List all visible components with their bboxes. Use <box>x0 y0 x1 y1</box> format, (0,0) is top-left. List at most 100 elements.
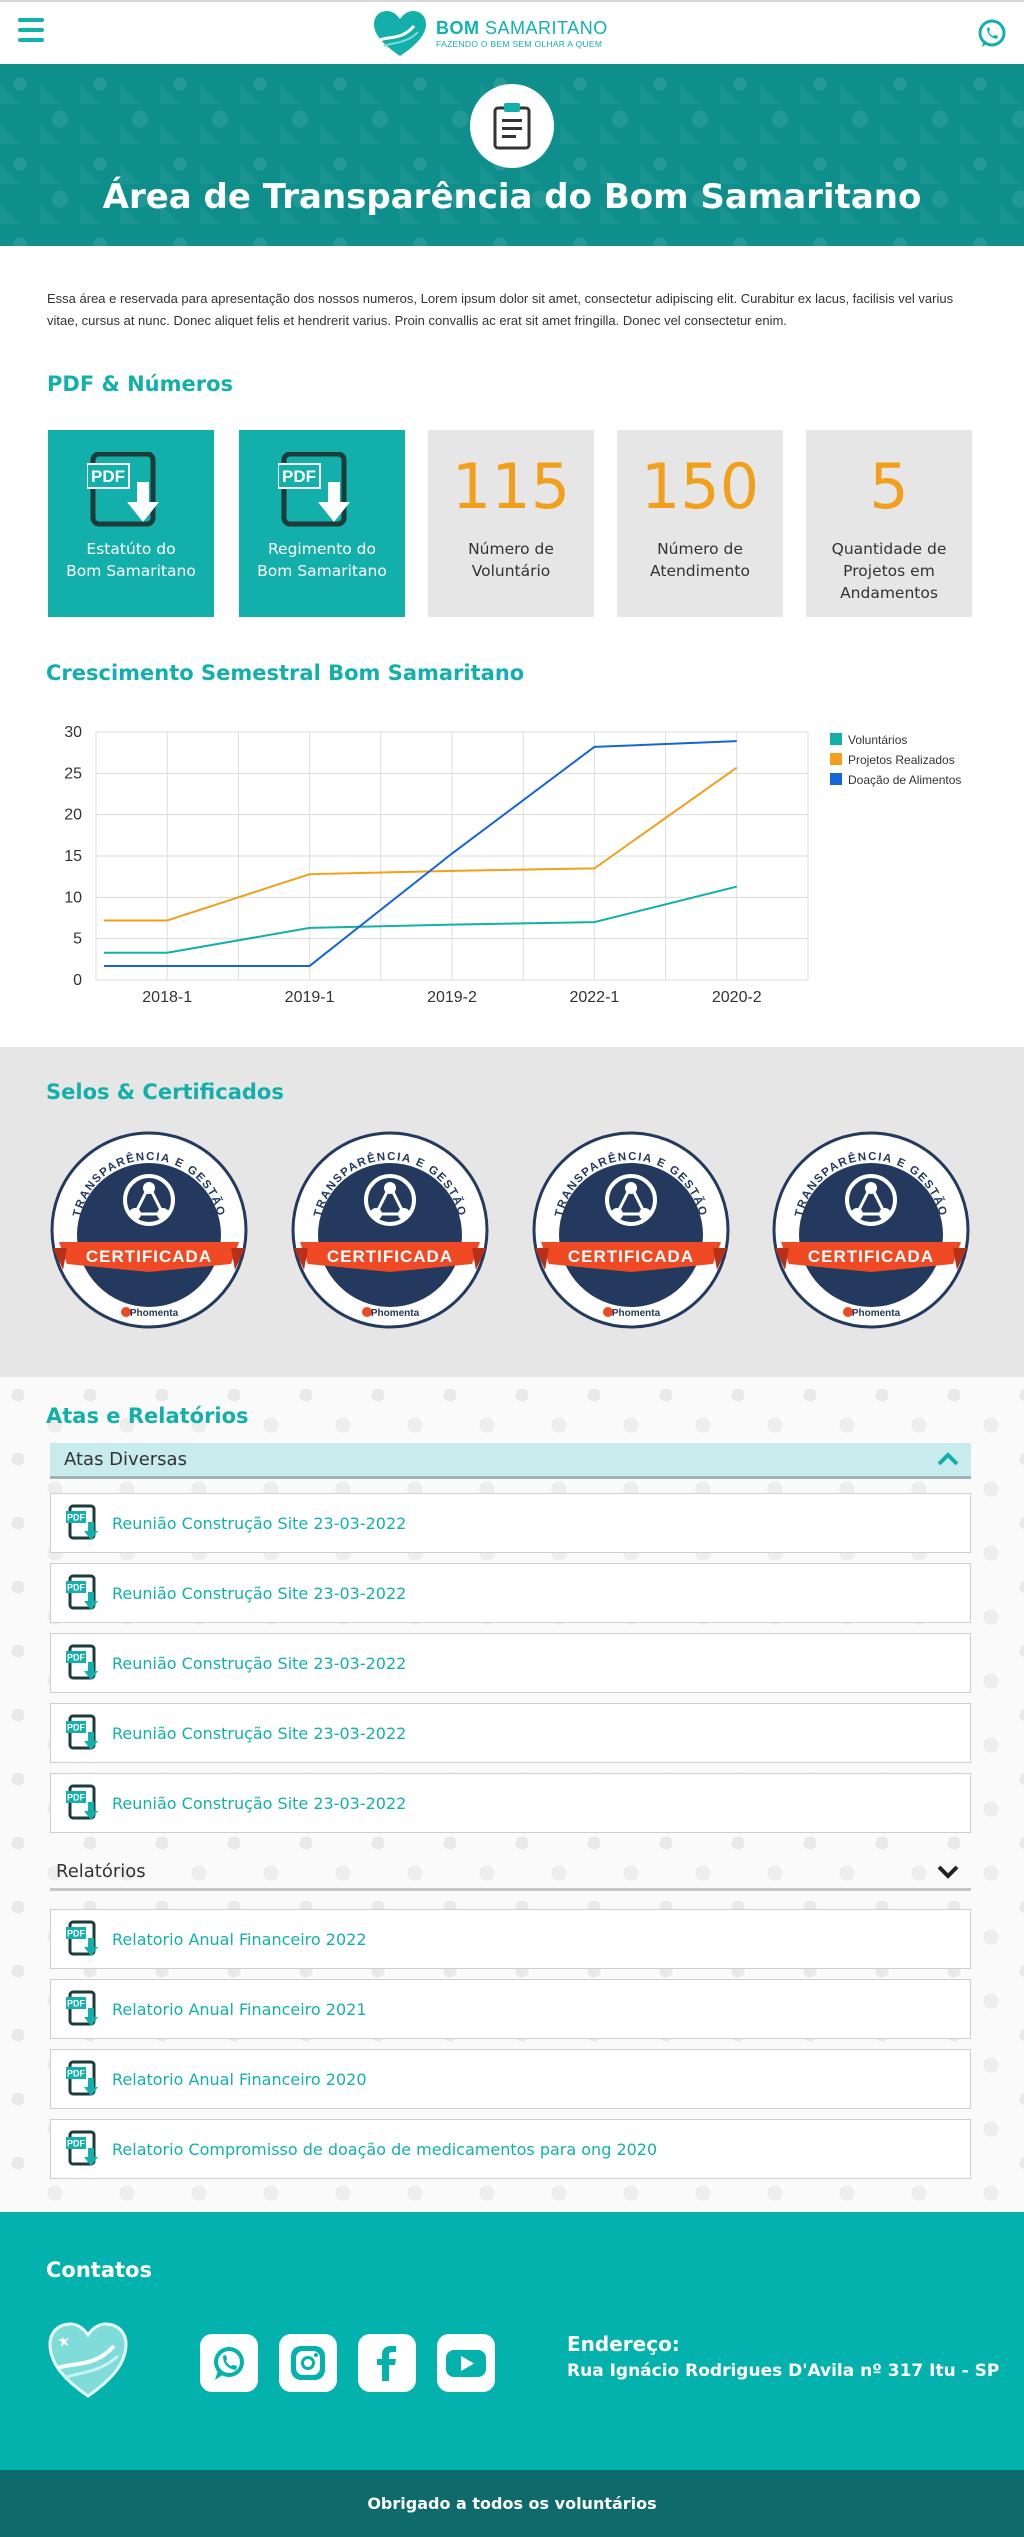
facebook-icon <box>377 2346 396 2381</box>
stat-label-line1: Número de <box>468 540 554 558</box>
stat-label-line3: Andamentos <box>840 584 938 602</box>
document-link[interactable]: Reunião Construção Site 23-03-2022 <box>112 1583 407 1603</box>
stat-card-attendances: 150 Número de Atendimento <box>617 430 783 617</box>
document-link[interactable]: Reunião Construção Site 23-03-2022 <box>112 1513 407 1533</box>
document-row[interactable]: PDF Reunião Construção Site 23-03-2022 <box>50 1703 971 1763</box>
document-row[interactable]: PDF Relatorio Anual Financeiro 2022 <box>50 1909 971 1969</box>
svg-text:PDF: PDF <box>67 1793 86 1803</box>
accordion-label: Atas Diversas <box>64 1449 187 1470</box>
footer-thanks: Obrigado a todos os voluntários <box>0 2470 1024 2537</box>
svg-text:PDF: PDF <box>67 1723 86 1733</box>
stat-label-line1: Número de <box>657 540 743 558</box>
document-row[interactable]: PDF Relatorio Anual Financeiro 2020 <box>50 2049 971 2109</box>
seal-ribbon-text: CERTIFICADA <box>86 1247 212 1266</box>
stat-label-line2: Atendimento <box>650 562 750 580</box>
document-link[interactable]: Reunião Construção Site 23-03-2022 <box>112 1723 407 1743</box>
page-title: Área de Transparência do Bom Samaritano <box>102 177 922 217</box>
stat-card-volunteers: 115 Número de Voluntário <box>428 430 594 617</box>
document-row[interactable]: PDF Relatorio Anual Financeiro 2021 <box>50 1979 971 2039</box>
seal-ribbon-text: CERTIFICADA <box>808 1247 934 1266</box>
svg-text:PDF: PDF <box>67 1653 86 1663</box>
top-navbar: BOM SAMARITANO FAZENDO O BEM SEM OLHAR A… <box>0 0 1024 64</box>
stat-label-line2: Voluntário <box>471 562 551 580</box>
legend-swatch <box>830 733 842 745</box>
seal-brand-text: Phomenta <box>130 1308 179 1319</box>
brand-title-rest: SAMARITANO <box>485 18 608 39</box>
stat-value: 5 <box>869 450 909 523</box>
document-row[interactable]: PDF Reunião Construção Site 23-03-2022 <box>50 1633 971 1693</box>
legend-swatch <box>830 773 842 785</box>
pdf-download-icon: PDF <box>66 2130 98 2166</box>
series-line-2 <box>104 740 737 967</box>
accordion-relatorios[interactable]: Relatórios <box>50 1855 971 1891</box>
chart-svg: 0 5 10 15 20 25 30 2018-1 2019-1 2019-2 2022-1 2020… <box>64 724 961 1006</box>
accordion-atas-diversas[interactable]: Atas Diversas <box>50 1443 971 1479</box>
document-row[interactable]: PDF Relatorio Compromisso de doação de me… <box>50 2119 971 2179</box>
svg-text:PDF: PDF <box>91 467 125 486</box>
contacts-title: Contatos <box>46 2258 152 2282</box>
chart-section-title: Crescimento Semestral Bom Samaritano <box>46 661 525 685</box>
document-link[interactable]: Relatorio Compromisso de doação de medic… <box>112 2139 658 2159</box>
atas-section-title: Atas e Relatórios <box>46 1404 249 1428</box>
stat-card-projects: 5 Quantidade de Projetos em Andamentos <box>806 430 972 617</box>
legend-label: Doação de Alimentos <box>848 773 961 787</box>
heart-logo-icon <box>48 2322 128 2398</box>
pdf-download-icon: PDF <box>66 1920 98 1956</box>
stat-value: 150 <box>640 450 760 523</box>
pdf-download-icon: PDF <box>66 1784 98 1820</box>
svg-text:PDF: PDF <box>67 1999 86 2009</box>
whatsapp-icon <box>214 2347 244 2380</box>
whatsapp-icon[interactable] <box>976 18 1008 50</box>
y-tick-label: 30 <box>64 724 82 741</box>
heart-logo-icon <box>374 11 426 56</box>
facebook-button[interactable] <box>358 2334 416 2392</box>
whatsapp-button[interactable] <box>200 2334 258 2392</box>
certificate-seal: TRANSPARÊNCIA E GESTÃO CERTIFICADA Phoment… <box>771 1130 971 1330</box>
doc-card-label-line2: Bom Samaritano <box>257 562 387 580</box>
svg-text:PDF: PDF <box>67 2139 86 2149</box>
contacts-footer: Contatos Endereço: R <box>0 2212 1024 2470</box>
youtube-button[interactable] <box>437 2334 495 2392</box>
doc-card-regimento[interactable]: PDF Regimento do Bom Samaritano <box>239 430 405 617</box>
instagram-icon <box>291 2346 325 2380</box>
address-title: Endereço: <box>567 2332 680 2356</box>
y-tick-label: 20 <box>64 807 82 824</box>
certificate-seal: TRANSPARÊNCIA E GESTÃO CERTIFICADA Phoment… <box>49 1130 249 1330</box>
hero-banner: Área de Transparência do Bom Samaritano <box>0 64 1024 246</box>
svg-text:PDF: PDF <box>67 1929 86 1939</box>
document-link[interactable]: Reunião Construção Site 23-03-2022 <box>112 1653 407 1673</box>
svg-text:PDF: PDF <box>67 1583 86 1593</box>
seal-brand-text: Phomenta <box>371 1308 420 1319</box>
pdf-download-icon: PDF <box>66 1644 98 1680</box>
doc-card-label-line1: Regimento do <box>267 540 377 558</box>
stat-value: 115 <box>451 450 571 523</box>
growth-line-chart: 0 5 10 15 20 25 30 2018-1 2019-1 2019-2 2022-1 2020… <box>46 712 986 1012</box>
svg-text:PDF: PDF <box>67 1513 86 1523</box>
accordion-label: Relatórios <box>56 1861 146 1882</box>
address-text: Rua Ignácio Rodrigues D'Avila nº 317 Itu… <box>567 2361 1000 2381</box>
seal-ribbon-text: CERTIFICADA <box>327 1247 453 1266</box>
intro-text: Essa área e reservada para apresentação … <box>47 291 954 328</box>
document-link[interactable]: Relatorio Anual Financeiro 2020 <box>112 2069 367 2089</box>
pdf-download-icon: PDF <box>66 1574 98 1610</box>
pdf-section-title: PDF & Números <box>47 372 234 396</box>
document-row[interactable]: PDF Reunião Construção Site 23-03-2022 <box>50 1773 971 1833</box>
document-link[interactable]: Reunião Construção Site 23-03-2022 <box>112 1793 407 1813</box>
doc-card-estatuto[interactable]: PDF Estatúto do Bom Samaritano <box>48 430 214 617</box>
youtube-icon <box>446 2350 486 2377</box>
instagram-button[interactable] <box>279 2334 337 2392</box>
svg-text:PDF: PDF <box>282 467 316 486</box>
brand-logo[interactable]: BOM SAMARITANO FAZENDO O BEM SEM OLHAR A… <box>372 8 608 60</box>
document-link[interactable]: Relatorio Anual Financeiro 2021 <box>112 1999 367 2019</box>
x-tick-label: 2018-1 <box>142 989 192 1006</box>
menu-icon[interactable] <box>18 18 44 46</box>
seal-brand-text: Phomenta <box>612 1308 661 1319</box>
stat-label-line1: Quantidade de <box>831 540 947 558</box>
doc-card-label-line1: Estatúto do <box>86 540 176 558</box>
seal-ribbon-text: CERTIFICADA <box>568 1247 694 1266</box>
document-link[interactable]: Relatorio Anual Financeiro 2022 <box>112 1929 367 1949</box>
document-row[interactable]: PDF Reunião Construção Site 23-03-2022 <box>50 1563 971 1623</box>
document-row[interactable]: PDF Reunião Construção Site 23-03-2022 <box>50 1493 971 1553</box>
chevron-up-icon <box>937 1452 959 1466</box>
x-tick-label: 2022-1 <box>569 989 619 1006</box>
